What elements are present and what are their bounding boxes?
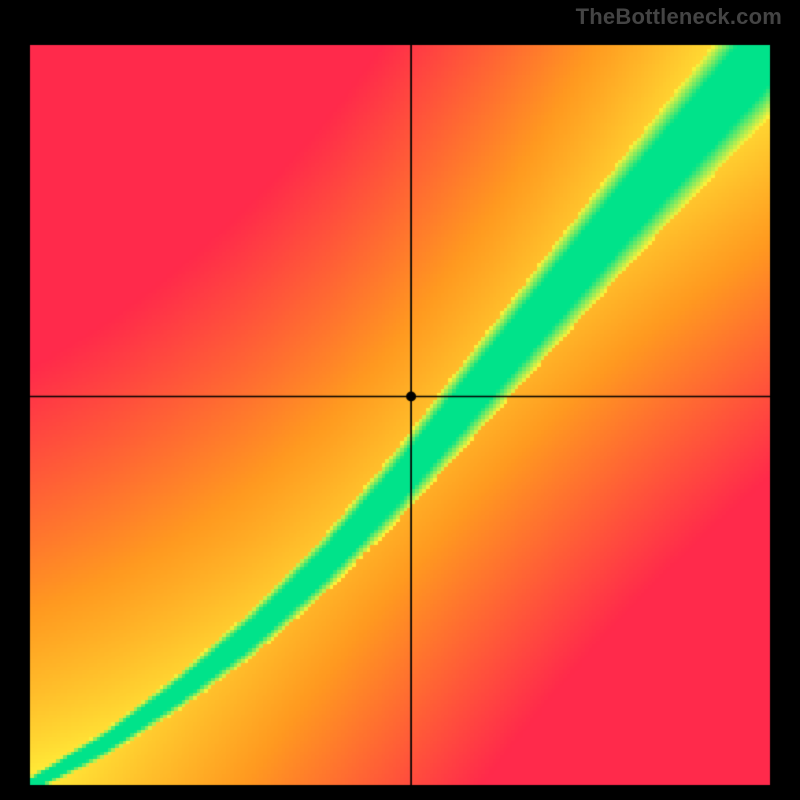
plot-area [15,30,785,800]
watermark-text: TheBottleneck.com [576,4,782,30]
heatmap-canvas [15,30,785,800]
chart-container: TheBottleneck.com [0,0,800,800]
